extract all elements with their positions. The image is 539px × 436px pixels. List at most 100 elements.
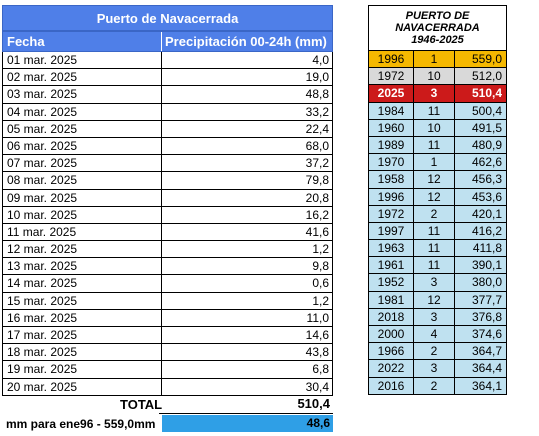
ranking-year: 2016 [369,377,414,394]
table-row: 20 mar. 2025 30,4 [2,378,333,396]
ranking-year: 1997 [369,222,414,240]
ranking-mm: 376,8 [471,309,502,324]
ranking-row: 2016 2 364,1 [368,377,507,395]
ranking-year: 2022 [369,360,414,377]
ranking-mm: 456,3 [471,172,502,187]
ranking-row: 1952 3 380,0 [368,274,507,292]
ranking-month: 12 [414,291,455,308]
row-date: 12 mar. 2025 [3,241,162,258]
ranking-month: 3 [414,274,455,291]
ranking-month: 3 [414,308,455,325]
ranking-mm: 462,6 [471,155,502,170]
row-date: 02 mar. 2025 [3,69,162,86]
row-date: 20 mar. 2025 [3,378,162,395]
ranking-month: 11 [414,136,455,154]
ranking-month: 11 [414,222,455,240]
ranking-row: 2000 4 374,6 [368,326,507,344]
row-precipitation: 19,0 [305,70,329,85]
row-date: 08 mar. 2025 [3,172,162,189]
table-row: 11 mar. 2025 41,6 [2,223,333,242]
row-precipitation: 43,8 [305,345,329,360]
table-row: 10 mar. 2025 16,2 [2,206,333,224]
ranking-month: 2 [414,377,455,394]
ranking-mm: 364,1 [471,378,502,393]
table-row: 19 mar. 2025 6,8 [2,361,333,379]
ranking-row: 1970 1 462,6 [368,154,507,172]
row-date: 18 mar. 2025 [3,344,162,361]
column-header-precipitation: Precipitación 00-24h (mm) [165,34,327,49]
ranking-mm: 453,6 [471,189,502,204]
row-precipitation: 48,8 [305,87,329,102]
ranking-row: 1958 12 456,3 [368,171,507,189]
row-precipitation: 30,4 [305,379,329,394]
row-precipitation: 1,2 [312,293,329,308]
row-date: 13 mar. 2025 [3,258,162,275]
table-row: 01 mar. 2025 4,0 [2,52,333,70]
row-date: 01 mar. 2025 [3,52,162,69]
ranking-mm: 491,5 [471,120,502,135]
row-date: 03 mar. 2025 [3,86,162,103]
ranking-table-body: 1996 1 559,0 1972 10 512,0 2025 3 510,4 1984 11 500… [368,51,507,395]
ranking-month: 11 [414,257,455,274]
table-row: 07 mar. 2025 37,2 [2,155,333,173]
ranking-row: 1996 12 453,6 [368,188,507,206]
row-date: 11 mar. 2025 [3,223,162,241]
row-precipitation: 68,0 [305,138,329,153]
ranking-row: 1961 11 390,1 [368,257,507,275]
ranking-year: 1970 [369,154,414,171]
table-row: 06 mar. 2025 68,0 [2,137,333,156]
ranking-year: 1989 [369,136,414,154]
table-row: 15 mar. 2025 1,2 [2,292,333,310]
ranking-row: 1989 11 480,9 [368,136,507,155]
ranking-mm: 416,2 [471,223,502,238]
mm-remaining-value: 48,6 [162,415,333,432]
ranking-row: 1984 11 500,4 [368,102,507,120]
ranking-month: 1 [414,154,455,171]
ranking-row: 1997 11 416,2 [368,222,507,241]
ranking-year: 1958 [369,171,414,188]
ranking-month: 10 [414,68,455,85]
ranking-row: 1996 1 559,0 [368,51,507,69]
ranking-month: 11 [414,240,455,257]
table-row: 18 mar. 2025 43,8 [2,344,333,362]
ranking-month: 2 [414,343,455,360]
ranking-month: 2 [414,205,455,222]
table-row: 04 mar. 2025 33,2 [2,103,333,121]
table-row: 13 mar. 2025 9,8 [2,258,333,276]
row-date: 14 mar. 2025 [3,275,162,292]
ranking-year: 1972 [369,68,414,85]
total-value: 510,4 [297,396,330,411]
ranking-year: 1996 [369,51,414,68]
row-precipitation: 4,0 [312,53,329,67]
ranking-row: 2025 3 510,4 [368,85,507,103]
ranking-mm: 364,7 [471,344,502,359]
column-header-date: Fecha [7,34,45,49]
ranking-row: 1972 10 512,0 [368,68,507,86]
ranking-mm: 374,6 [471,327,502,341]
ranking-mm: 512,0 [471,69,502,84]
ranking-month: 12 [414,171,455,188]
row-date: 07 mar. 2025 [3,155,162,172]
ranking-row: 1972 2 420,1 [368,205,507,223]
ranking-row: 1963 11 411,8 [368,240,507,258]
row-precipitation: 41,6 [305,224,329,239]
ranking-row: 2018 3 376,8 [368,308,507,326]
table-row: 03 mar. 2025 48,8 [2,86,333,104]
row-precipitation: 0,6 [312,276,329,291]
table-row: 08 mar. 2025 79,8 [2,172,333,190]
ranking-year: 1972 [369,205,414,222]
ranking-header-box: PUERTO DE NAVACERRADA 1946-2025 [368,5,507,51]
header-divider [161,32,162,51]
ranking-year: 1966 [369,343,414,360]
ranking-year: 1996 [369,188,414,205]
ranking-year: 1961 [369,257,414,274]
ranking-year: 1984 [369,102,414,119]
ranking-year: 2025 [369,85,414,102]
ranking-month: 3 [414,360,455,377]
table-row: 12 mar. 2025 1,2 [2,241,333,259]
row-date: 16 mar. 2025 [3,309,162,326]
ranking-month: 3 [414,85,455,102]
row-precipitation: 16,2 [305,207,329,222]
row-precipitation: 1,2 [312,242,329,257]
row-precipitation: 22,4 [305,121,329,136]
